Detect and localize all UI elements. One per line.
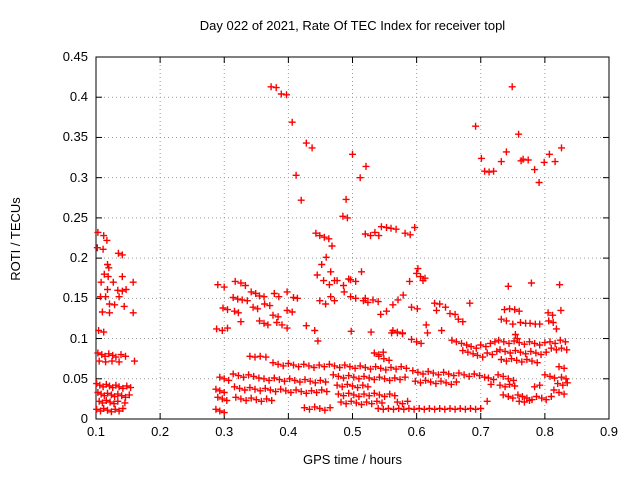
x-tick-label: 0.3	[215, 424, 234, 439]
x-tick-label: 0.5	[343, 424, 362, 439]
x-tick-label: 0.9	[599, 424, 619, 439]
x-tick-label: 0.4	[279, 424, 298, 439]
x-tick-label: 0.1	[86, 424, 106, 439]
y-tick-label: 0.35	[62, 129, 88, 145]
x-tick-label: 0.7	[471, 424, 490, 439]
x-axis-label: GPS time / hours	[303, 452, 402, 467]
y-tick-label: 0.05	[62, 370, 88, 386]
scatter-points	[93, 83, 571, 417]
y-tick-label: 0.45	[62, 49, 88, 64]
x-tick-label: 0.8	[535, 424, 554, 439]
y-tick-label: 0.3	[69, 169, 88, 185]
y-tick-label: 0.25	[62, 209, 88, 225]
y-tick-label: 0.2	[69, 250, 88, 266]
y-tick-label: 0.15	[62, 290, 88, 306]
y-tick-label: 0	[80, 411, 88, 426]
x-tick-label: 0.6	[407, 424, 426, 439]
chart-title: Day 022 of 2021, Rate Of TEC Index for r…	[199, 18, 506, 33]
y-axis-label: ROTI / TECUs	[8, 197, 23, 281]
x-tick-label: 0.2	[151, 424, 170, 439]
y-tick-label: 0.1	[69, 330, 88, 346]
y-tick-label: 0.4	[69, 89, 88, 105]
